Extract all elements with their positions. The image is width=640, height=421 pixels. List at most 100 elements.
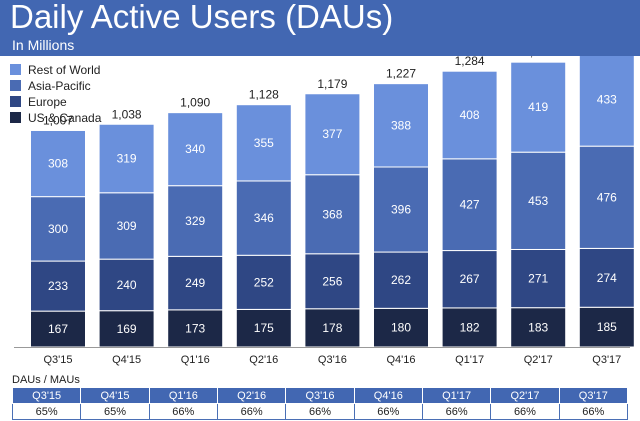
stacked-bar-chart: 167 233 300 308 1,007 Q3'15 169 240 309 319 1,038 Q… <box>14 56 635 366</box>
data-label: 476 <box>597 190 617 204</box>
bar-segment-asia-pacific <box>235 180 292 256</box>
legend-label: Rest of World <box>28 62 101 77</box>
bar-segment-asia-pacific <box>510 151 567 250</box>
table-value-cell: 66% <box>353 403 423 420</box>
table-header-cell: Q1'16 <box>148 387 218 404</box>
data-label: 185 <box>597 320 617 334</box>
data-label: 319 <box>117 152 137 166</box>
bar-segment-us-canada <box>304 308 361 348</box>
table-value-cell: 66% <box>216 403 287 420</box>
data-label: 329 <box>185 214 205 228</box>
bar-segment-europe <box>441 250 498 309</box>
bar-segment-rest-of-world <box>578 56 635 147</box>
legend-swatch <box>10 64 21 75</box>
table-header-cell: Q2'17 <box>490 387 560 404</box>
bar-segment-rest-of-world <box>373 83 429 168</box>
total-label: 1,090 <box>180 96 210 110</box>
legend-item-us-canada: US & Canada <box>10 110 101 125</box>
total-label: 1,128 <box>249 88 279 102</box>
bar-segment-europe <box>167 255 224 311</box>
data-label: 308 <box>48 157 68 171</box>
page-title: Daily Active Users (DAUs) <box>10 0 394 35</box>
table-header-cell: Q1'17 <box>421 387 492 404</box>
dau-mau-table-title: DAUs / MAUs <box>12 374 80 386</box>
bar-segment-asia-pacific <box>441 158 498 252</box>
x-tick-label: Q3'15 <box>43 354 72 366</box>
x-tick-label: Q3'16 <box>318 354 347 366</box>
header-banner: Daily Active Users (DAUs) In Millions <box>0 0 640 56</box>
x-tick-label: Q4'15 <box>112 354 141 366</box>
data-label: 182 <box>460 320 480 334</box>
data-label: 178 <box>322 321 342 335</box>
bar-segment-us-canada <box>30 310 86 348</box>
bar-segment-europe <box>30 260 86 312</box>
total-label: 1,325 <box>523 56 553 59</box>
data-label: 252 <box>254 275 274 289</box>
bar-segment-rest-of-world <box>98 123 155 194</box>
x-tick-label: Q2'16 <box>249 354 278 366</box>
data-label: 180 <box>391 321 411 335</box>
table-value-cell: 66% <box>490 403 560 420</box>
bar-segment-rest-of-world <box>30 129 86 198</box>
data-label: 267 <box>460 272 480 286</box>
data-label: 173 <box>185 321 205 335</box>
x-tick-label: Q3'17 <box>592 354 621 366</box>
total-label: 1,007 <box>43 113 73 127</box>
total-label: 1,179 <box>317 77 347 91</box>
legend-label: Europe <box>28 94 67 109</box>
legend-item-asia-pacific: Asia-Pacific <box>10 78 101 93</box>
table-value-cell: 66% <box>421 403 492 420</box>
data-label: 300 <box>48 222 68 236</box>
data-label: 169 <box>117 322 137 336</box>
legend-swatch <box>10 80 21 91</box>
bar-segment-us-canada <box>167 309 224 348</box>
bar-segment-rest-of-world <box>235 104 292 182</box>
table-header-cell: Q2'16 <box>216 387 287 404</box>
chart-legend: Rest of World Asia-Pacific Europe US & C… <box>10 62 101 126</box>
data-label: 167 <box>48 322 68 336</box>
table-header-cell: Q4'15 <box>80 387 150 404</box>
data-label: 183 <box>528 320 548 334</box>
table-header-cell: Q3'17 <box>558 387 629 404</box>
bar-segment-us-canada <box>98 310 155 348</box>
table-header-cell: Q4'16 <box>353 387 423 404</box>
data-label: 388 <box>391 118 411 132</box>
data-label: 340 <box>185 142 205 156</box>
dau-mau-header-row: Q3'15 Q4'15 Q1'16 Q2'16 Q3'16 Q4'16 Q1'1… <box>11 387 629 404</box>
x-tick-label: Q2'17 <box>524 354 553 366</box>
x-tick-label: Q1'16 <box>181 354 210 366</box>
bar-segment-europe <box>98 258 155 312</box>
data-label: 262 <box>391 273 411 287</box>
data-label: 309 <box>117 219 137 233</box>
data-label: 233 <box>48 279 68 293</box>
bar-segment-rest-of-world <box>441 70 498 160</box>
data-label: 355 <box>254 136 274 150</box>
table-header-cell: Q3'16 <box>285 387 355 404</box>
data-label: 256 <box>322 274 342 288</box>
table-header-cell: Q3'15 <box>11 387 82 404</box>
data-label: 249 <box>185 276 205 290</box>
data-label: 419 <box>528 100 548 114</box>
data-label: 175 <box>254 321 274 335</box>
bar-segment-rest-of-world <box>510 61 567 153</box>
legend-label: Asia-Pacific <box>28 78 91 93</box>
table-value-cell: 66% <box>558 403 629 420</box>
data-label: 377 <box>322 127 342 141</box>
bar-segment-asia-pacific <box>98 192 155 260</box>
data-label: 346 <box>254 211 274 225</box>
data-label: 274 <box>597 271 617 285</box>
bar-segment-us-canada <box>578 306 635 348</box>
data-label: 396 <box>391 203 411 217</box>
bar-segment-asia-pacific <box>578 145 635 249</box>
data-label: 427 <box>460 198 480 212</box>
data-label: 433 <box>597 93 617 107</box>
table-value-cell: 65% <box>11 403 82 420</box>
bar-segment-asia-pacific <box>167 185 224 257</box>
x-tick-label: Q1'17 <box>455 354 484 366</box>
data-label: 240 <box>117 278 137 292</box>
dau-mau-table: Q3'15 Q4'15 Q1'16 Q2'16 Q3'16 Q4'16 Q1'1… <box>11 387 629 420</box>
legend-label: US & Canada <box>28 110 102 125</box>
data-label: 271 <box>528 272 548 286</box>
page-subtitle: In Millions <box>12 37 75 53</box>
bar-segment-us-canada <box>235 308 292 348</box>
